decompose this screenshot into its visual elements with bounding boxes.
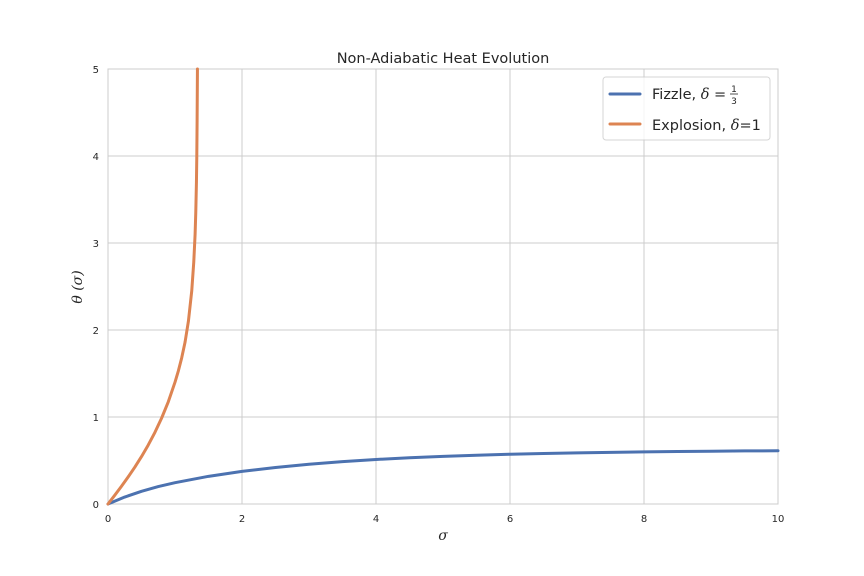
y-tick-label: 0 xyxy=(93,500,99,511)
x-tick-label: 0 xyxy=(105,514,111,525)
y-tick-label: 2 xyxy=(93,326,99,337)
legend-fizzle-delta: δ xyxy=(701,87,710,103)
legend-explosion-delta: δ xyxy=(731,118,740,134)
series-explosion-line xyxy=(106,67,199,506)
x-tick-label: 2 xyxy=(239,514,245,525)
legend-explosion-prefix: Explosion, xyxy=(652,118,731,134)
legend-fizzle-frac-num: 1 xyxy=(731,85,737,95)
legend-label-explosion: Explosion, δ=1 xyxy=(652,118,761,134)
y-tick-label: 4 xyxy=(93,152,99,163)
x-tick-label: 4 xyxy=(373,514,379,525)
tick-labels: 0 2 4 6 8 10 0 1 2 3 4 5 xyxy=(93,65,785,525)
y-tick-label: 3 xyxy=(93,239,99,250)
legend-fizzle-eq: = xyxy=(709,87,726,103)
legend-explosion-suffix: =1 xyxy=(739,118,760,134)
x-axis-label: σ xyxy=(438,528,448,544)
legend: Fizzle, δ = 1 3 Explosion, δ=1 xyxy=(602,76,771,141)
legend-fizzle-prefix: Fizzle, xyxy=(652,87,701,103)
plot-frame xyxy=(107,68,779,505)
y-axis-label: θ (σ) xyxy=(70,270,86,303)
legend-fizzle-frac-den: 3 xyxy=(731,97,737,107)
grid xyxy=(107,68,779,505)
y-tick-label: 5 xyxy=(93,65,99,76)
x-tick-label: 10 xyxy=(772,514,785,525)
legend-label-fizzle: Fizzle, δ = xyxy=(652,87,726,103)
chart-title: Non-Adiabatic Heat Evolution xyxy=(337,51,550,67)
plot-area xyxy=(108,69,778,504)
series-fizzle-line xyxy=(106,449,780,506)
x-tick-label: 8 xyxy=(641,514,647,525)
x-tick-label: 6 xyxy=(507,514,513,525)
y-tick-label: 1 xyxy=(93,413,99,424)
legend-box xyxy=(602,76,771,141)
series-layer xyxy=(106,67,780,506)
